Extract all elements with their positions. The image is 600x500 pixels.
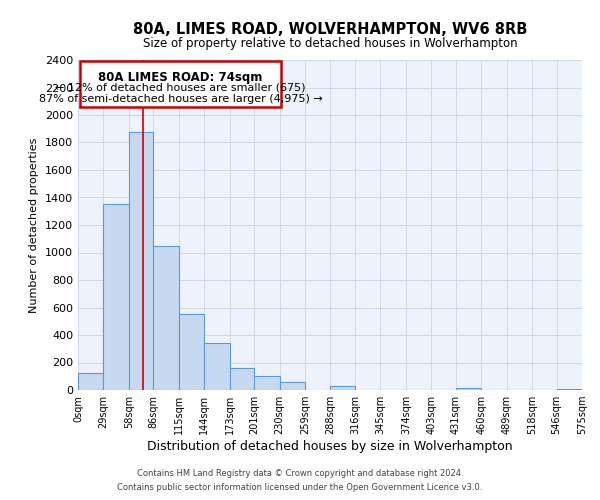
Text: 80A LIMES ROAD: 74sqm: 80A LIMES ROAD: 74sqm	[98, 71, 263, 84]
Text: ← 12% of detached houses are smaller (675): ← 12% of detached houses are smaller (67…	[55, 82, 306, 92]
Bar	[254, 376, 280, 390]
Bar	[154, 246, 179, 390]
Bar	[456, 388, 481, 390]
Bar	[80, 62, 281, 107]
Bar	[78, 373, 103, 390]
X-axis label: Distribution of detached houses by size in Wolverhampton: Distribution of detached houses by size …	[147, 440, 513, 453]
Bar	[103, 204, 129, 390]
Text: 87% of semi-detached houses are larger (4,975) →: 87% of semi-detached houses are larger (…	[38, 94, 322, 104]
Text: Contains HM Land Registry data © Crown copyright and database right 2024.: Contains HM Land Registry data © Crown c…	[137, 468, 463, 477]
Text: Contains public sector information licensed under the Open Government Licence v3: Contains public sector information licen…	[118, 484, 482, 492]
Bar	[129, 132, 154, 390]
Bar	[230, 368, 254, 390]
Bar	[331, 386, 355, 390]
Bar	[179, 314, 204, 390]
Text: Size of property relative to detached houses in Wolverhampton: Size of property relative to detached ho…	[143, 38, 517, 51]
Bar	[204, 343, 230, 390]
Y-axis label: Number of detached properties: Number of detached properties	[29, 138, 40, 312]
Text: 80A, LIMES ROAD, WOLVERHAMPTON, WV6 8RB: 80A, LIMES ROAD, WOLVERHAMPTON, WV6 8RB	[133, 22, 527, 38]
Bar	[280, 382, 305, 390]
